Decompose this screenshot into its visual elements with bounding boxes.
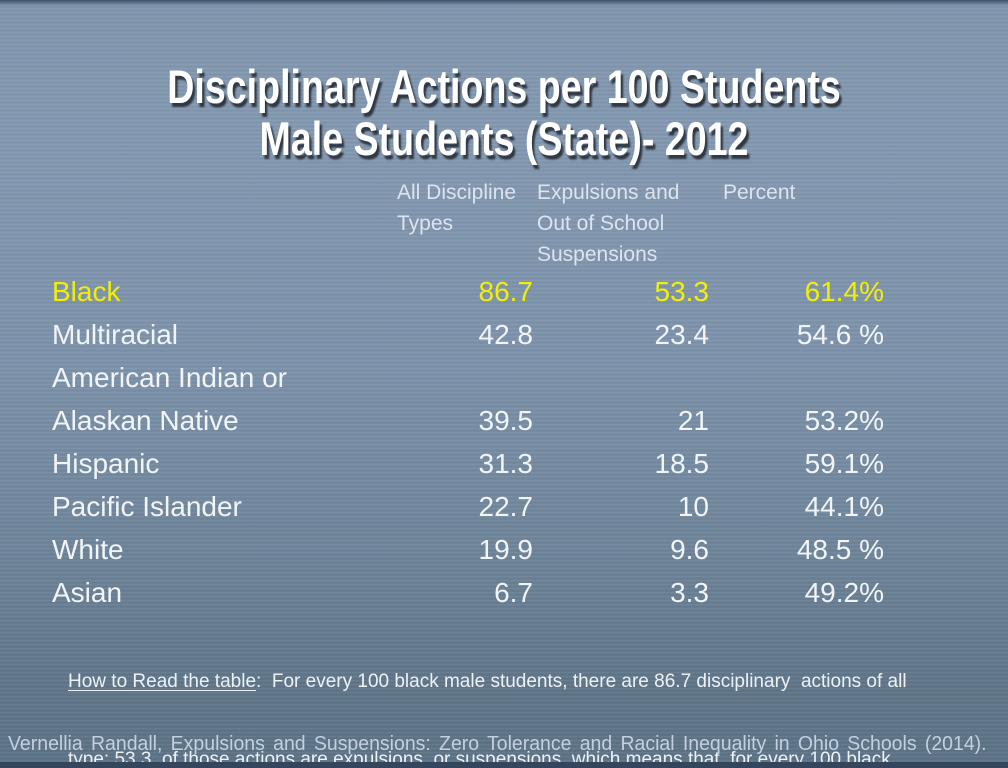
row-label: Alaskan Native bbox=[52, 405, 239, 436]
cell-expulsions-suspensions: 3.3 bbox=[670, 577, 709, 608]
header-spacer bbox=[52, 177, 397, 270]
cell-all-discipline-types bbox=[397, 356, 537, 399]
cell-percent: 53.2% bbox=[804, 405, 884, 436]
cell-all-discipline-types: 42.8 bbox=[478, 319, 534, 350]
table-row: Alaskan Native 39.5 21 53.2% bbox=[52, 399, 884, 442]
cell-expulsions-suspensions: 9.6 bbox=[670, 534, 709, 565]
row-label: Multiracial bbox=[52, 319, 179, 350]
footnote-lead: How to Read the table bbox=[68, 671, 257, 692]
table-row: American Indian or bbox=[52, 356, 884, 399]
data-table: All Discipline Types Expulsions and Out … bbox=[52, 177, 884, 614]
row-label: Black bbox=[52, 276, 121, 307]
cell-expulsions-suspensions bbox=[537, 356, 709, 399]
cell-percent: 61.4% bbox=[804, 276, 884, 307]
cell-percent bbox=[709, 356, 884, 399]
table-row: Pacific Islander 22.7 10 44.1% bbox=[52, 485, 884, 528]
cell-all-discipline-types: 6.7 bbox=[494, 577, 533, 608]
cell-expulsions-suspensions: 21 bbox=[677, 405, 709, 436]
cell-percent: 49.2% bbox=[804, 577, 884, 608]
row-label: Hispanic bbox=[52, 448, 160, 479]
cell-expulsions-suspensions: 18.5 bbox=[654, 448, 710, 479]
slide-top-border bbox=[0, 0, 1008, 5]
cell-all-discipline-types: 31.3 bbox=[478, 448, 534, 479]
cell-expulsions-suspensions: 10 bbox=[677, 491, 709, 522]
table-body: Black 86.7 53.3 61.4% Multiracial 42.8 23.4 54.… bbox=[52, 270, 884, 614]
column-header-percent: Percent bbox=[723, 181, 796, 204]
citation: Vernellia Randall, Expulsions and Suspen… bbox=[8, 732, 987, 755]
title-line-2: Male Students (State)- 2012 bbox=[259, 112, 749, 166]
cell-expulsions-suspensions: 23.4 bbox=[654, 319, 710, 350]
row-label: Asian bbox=[52, 577, 123, 608]
table-row: Multiracial 42.8 23.4 54.6 % bbox=[52, 313, 884, 356]
column-header-all-discipline-types: All Discipline Types bbox=[397, 181, 517, 235]
footnote-line-1-rest: : For every 100 black male students, the… bbox=[256, 671, 907, 692]
row-label: American Indian or bbox=[52, 362, 288, 393]
title-line-1: Disciplinary Actions per 100 Students bbox=[167, 60, 841, 114]
column-header-expulsions-suspensions: Expulsions and Out of School Suspensions bbox=[537, 181, 680, 266]
table-row: Black 86.7 53.3 61.4% bbox=[52, 270, 884, 313]
table-row: Hispanic 31.3 18.5 59.1% bbox=[52, 442, 884, 485]
slide-title: Disciplinary Actions per 100 Students Ma… bbox=[0, 61, 1008, 165]
table-row: White 19.9 9.6 48.5 % bbox=[52, 528, 884, 571]
cell-all-discipline-types: 86.7 bbox=[478, 276, 534, 307]
cell-percent: 48.5 % bbox=[796, 534, 884, 565]
table-row: Asian 6.7 3.3 49.2% bbox=[52, 571, 884, 614]
slide-bottom-border bbox=[0, 762, 1008, 768]
cell-all-discipline-types: 22.7 bbox=[478, 491, 534, 522]
cell-percent: 59.1% bbox=[804, 448, 884, 479]
cell-all-discipline-types: 39.5 bbox=[478, 405, 534, 436]
row-label: White bbox=[52, 534, 124, 565]
cell-percent: 54.6 % bbox=[796, 319, 884, 350]
cell-all-discipline-types: 19.9 bbox=[478, 534, 534, 565]
table-header-row: All Discipline Types Expulsions and Out … bbox=[52, 177, 884, 270]
cell-percent: 44.1% bbox=[804, 491, 884, 522]
row-label: Pacific Islander bbox=[52, 491, 242, 522]
footnote-line-1: How to Read the table: For every 100 bla… bbox=[68, 669, 960, 695]
cell-expulsions-suspensions: 53.3 bbox=[654, 276, 710, 307]
